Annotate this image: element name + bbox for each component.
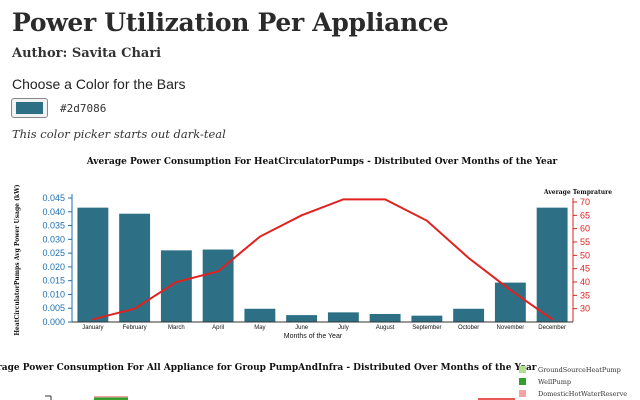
chart1-y-tick-label: 0.015 [42, 276, 65, 286]
chart1-x-tick-label: August [376, 325, 395, 331]
chart1-y-tick-label: 0.025 [42, 248, 65, 258]
chart1-y2-tick-label: 65 [580, 210, 590, 220]
chart2-legend-swatch [519, 366, 526, 373]
chart1-temperature-point [217, 270, 219, 273]
chart2-legend-label: GroundSourceHeatPump [538, 366, 621, 374]
chart2-title: Average Power Consumption For All Applia… [0, 363, 537, 373]
chart1-y2-tick-label: 45 [580, 264, 590, 274]
chart1-bar-november [494, 282, 526, 322]
chart1-x-tick-label: November [497, 325, 525, 331]
chart1-temperature-point [426, 219, 428, 222]
page-title: Power Utilization Per Appliance [12, 8, 449, 37]
chart1-x-tick-label: July [338, 325, 349, 331]
color-swatch [16, 102, 43, 114]
chart1-x-axis-title: Months of the Year [284, 333, 343, 340]
chart1-bar-may [244, 308, 276, 322]
chart1-temperature-point [300, 214, 303, 217]
chart1-temperature-point [175, 281, 178, 283]
chart1-temperature-point [509, 289, 512, 291]
chart1-bars [77, 207, 568, 322]
chart1-x-tick-label: September [412, 325, 441, 331]
chart1-y-tick-label: 0.010 [42, 289, 65, 299]
chart1-temperature-point [259, 235, 261, 238]
chart1-bar-september [411, 315, 443, 322]
chart1-y-tick-label: 0.030 [42, 234, 65, 244]
chart1-x-axis: January February March April May June July Augu… [72, 321, 573, 331]
author-line: Author: Savita Chari [12, 46, 162, 61]
chart1-bar-july [327, 312, 359, 322]
chart1-x-tick-label: October [458, 325, 479, 331]
chart1-bar-october [453, 308, 485, 322]
chart1-bar-june [286, 315, 318, 322]
chart1-y2-tick-label: 50 [580, 250, 590, 260]
chart1-y-tick-label: 0.020 [42, 262, 65, 272]
chart1-y2-tick-label: 55 [580, 237, 590, 247]
chart1-title: Average Power Consumption For HeatCircul… [86, 157, 558, 167]
chart1-right-axis: 30 35 40 45 50 55 60 65 70 [572, 197, 590, 322]
chart1-temperature-point [551, 318, 553, 321]
chart2-legend-label: DomesticHotWaterReserve [538, 390, 627, 398]
chart1-x-tick-label: December [538, 325, 566, 331]
chart1-y2-tick-label: 30 [580, 304, 590, 314]
chart2-legend-label: WellPump [538, 378, 571, 386]
chart1-bar-april [202, 249, 234, 322]
chart1-bar-january [77, 207, 109, 322]
chart1-left-axis: 0.000 0.005 0.010 0.015 0.020 0.025 0.030 0.035… [42, 193, 73, 327]
chart1-bar-december [536, 207, 568, 322]
chart1-y-tick-label: 0.040 [42, 207, 65, 217]
chart1-y-axis-title: HeatCirculatorPumps Avg Power Usage (kW) [14, 184, 21, 335]
chart1-y2-tick-label: 40 [580, 277, 590, 287]
chart2-legend-swatch [519, 390, 526, 397]
chart1-y2-tick-label: 35 [580, 290, 590, 300]
chart1-temperature-polyline [92, 198, 553, 321]
color-picker-heading: Choose a Color for the Bars [12, 76, 186, 92]
chart1-x-tick-label: February [123, 325, 147, 331]
chart1-y-tick-label: 0.035 [42, 221, 65, 231]
chart2-legend-swatch [519, 378, 526, 385]
bar-color-picker[interactable] [11, 98, 48, 118]
chart2-partial-plot [45, 395, 515, 400]
chart1-y-tick-label: 0.000 [42, 317, 65, 327]
chart1-y2-tick-label: 60 [580, 224, 590, 234]
chart1-y2-tick-label: 70 [580, 197, 590, 207]
color-picker-note: This color picker starts out dark-teal [12, 127, 226, 141]
chart1-x-tick-label: January [82, 325, 103, 331]
chart1-temperature-point [467, 257, 470, 259]
chart1-temperature-point [342, 198, 345, 201]
chart2-legend: GroundSourceHeatPump WellPump DomesticHotW… [519, 366, 627, 398]
chart1-x-tick-label: May [254, 325, 265, 331]
color-hex-value: #2d7086 [60, 102, 107, 115]
chart1-temperature-point [92, 318, 94, 321]
chart1-y-tick-label: 0.005 [42, 303, 65, 313]
chart1-bar-march [160, 250, 192, 322]
chart1-temperature-point [133, 307, 136, 310]
chart1-x-tick-label: March [168, 325, 185, 331]
chart1-right-axis-title: Average Temprature [543, 189, 612, 196]
chart1-x-tick-label: June [295, 325, 309, 331]
chart1-temperature-line [92, 198, 553, 321]
chart1-x-tick-label: April [212, 325, 224, 331]
chart1-y-tick-label: 0.045 [42, 193, 65, 203]
chart1-temperature-point [384, 198, 386, 201]
chart1-bar-february [119, 213, 151, 322]
chart1-bar-august [369, 314, 401, 322]
chart2-bar-january-segment [94, 397, 128, 400]
